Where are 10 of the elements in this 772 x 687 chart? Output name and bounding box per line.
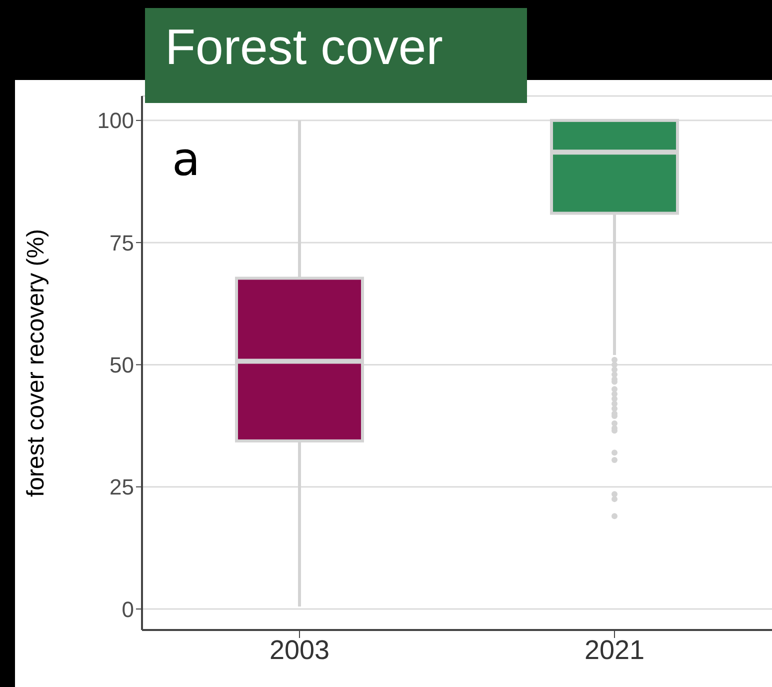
y-tick-label: 100 (97, 108, 134, 134)
y-tick-label: 25 (110, 474, 134, 500)
chart-title: Forest cover (145, 8, 527, 103)
y-tick-label: 0 (122, 596, 134, 622)
x-tick-label: 2003 (269, 635, 330, 666)
y-tick-label: 75 (110, 230, 134, 256)
annotation: a (172, 132, 200, 186)
y-tick-label: 50 (110, 352, 134, 378)
x-tick-label: 2021 (584, 635, 645, 666)
y-axis-title: forest cover recovery (%) (22, 228, 50, 498)
